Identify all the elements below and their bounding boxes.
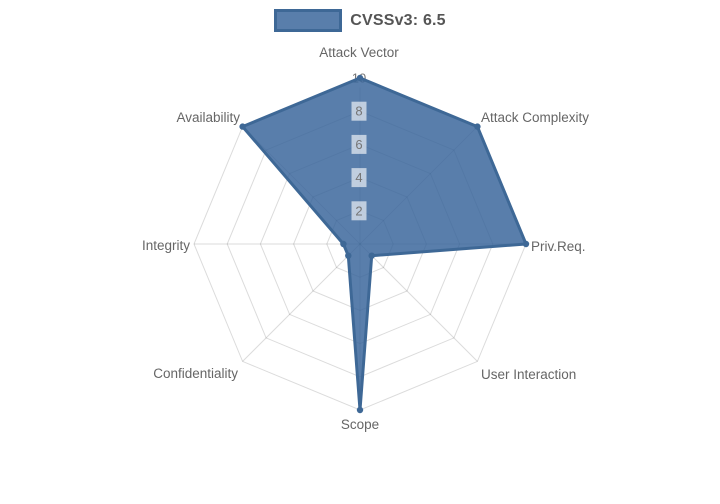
data-point [474,123,481,130]
axis-label-attack-complexity: Attack Complexity [481,110,589,125]
axis-label-integrity: Integrity [142,238,190,253]
axis-label-confidentiality: Confidentiality [153,366,238,381]
radial-tick-backdrop [351,134,367,154]
data-point [522,240,530,248]
legend-label: CVSSv3: 6.5 [350,11,446,29]
axis-label-priv-req: Priv.Req. [531,239,586,254]
data-point [356,406,364,414]
radial-tick-backdrop [351,201,367,221]
legend-item-cvssv3[interactable]: CVSSv3: 6.5 [274,9,446,32]
grid-spoke [242,243,361,362]
radial-tick-label: 8 [355,104,362,119]
axis-label-scope: Scope [341,417,379,432]
radial-tick-label: 2 [355,203,362,218]
grid-spoke [359,243,478,362]
radial-tick-label: 4 [355,170,362,185]
radial-tick-label: 6 [355,137,362,152]
chart-legend: CVSSv3: 6.5 [0,9,720,32]
axis-label-attack-vector: Attack Vector [319,45,399,60]
data-point [368,252,375,259]
radial-tick-backdrop [351,101,367,121]
data-point [340,240,347,248]
radial-tick-backdrop [351,168,367,188]
data-point [356,74,364,82]
axis-label-user-interaction: User Interaction [481,367,576,382]
axis-label-availability: Availability [176,110,240,125]
legend-swatch [274,9,343,32]
data-point [239,123,246,130]
data-point [345,252,352,259]
